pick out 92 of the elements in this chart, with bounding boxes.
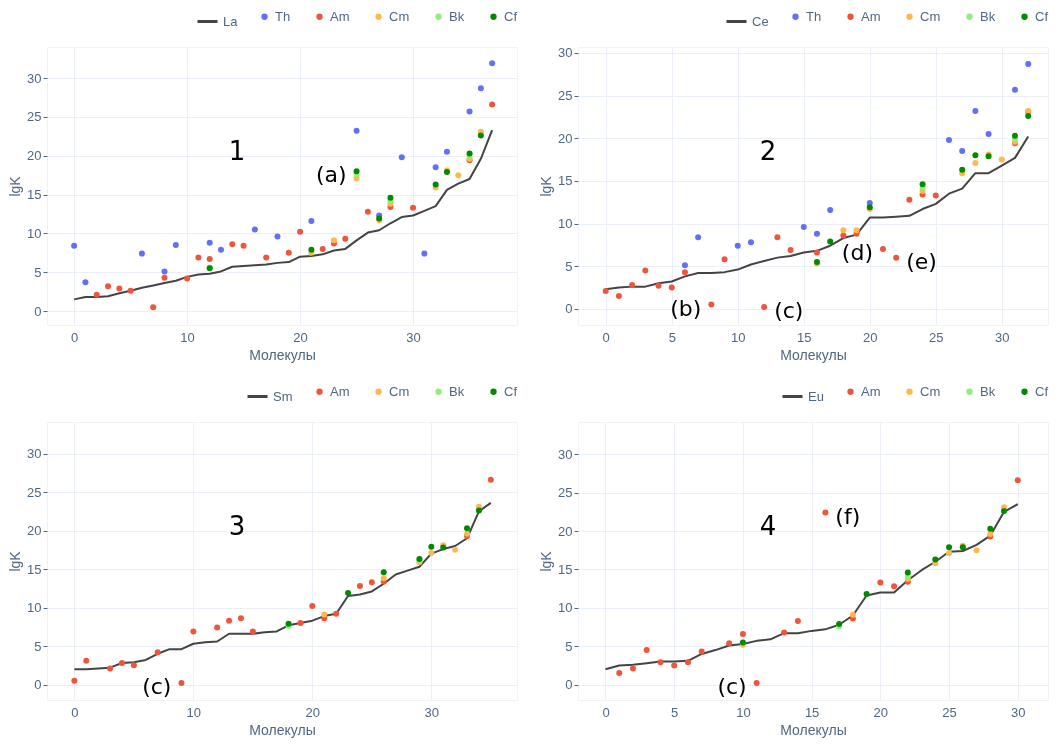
legend-label: Th	[275, 8, 291, 24]
y-tick-label: 30	[27, 70, 42, 86]
legend-label: Sm	[273, 388, 293, 404]
x-tick-label: 20	[873, 704, 889, 720]
y-tick-label: 25	[27, 484, 42, 500]
y-tick-label: 25	[558, 88, 573, 104]
y-tick-label: 10	[27, 225, 42, 241]
y-tick-label: 30	[27, 446, 42, 462]
annotation: (c)	[717, 674, 747, 700]
y-tick-label: 20	[558, 523, 573, 539]
y-tick-label: 30	[558, 446, 573, 462]
y-tick-label: 20	[27, 523, 42, 539]
y-tick-label: 15	[558, 173, 573, 189]
x-tick-label: 15	[804, 704, 820, 720]
annotation: (e)	[906, 248, 937, 274]
legend-label: Bk	[449, 383, 465, 399]
legend-label: Bk	[449, 8, 465, 24]
legend-label: Bk	[980, 8, 996, 24]
x-tick-label: 30	[406, 329, 421, 345]
annotation: (c)	[774, 298, 804, 324]
y-tick-label: 10	[558, 600, 573, 616]
y-tick-label: 15	[558, 561, 573, 577]
x-tick-label: 10	[736, 704, 751, 720]
legend-label: Eu	[808, 388, 824, 404]
y-tick-label: 20	[558, 130, 573, 146]
legend-label: Cf	[504, 383, 518, 399]
legend-label: Bk	[980, 383, 996, 399]
annotation: 4	[759, 511, 777, 541]
x-tick-label: 10	[731, 329, 746, 345]
annotation: (d)	[841, 240, 873, 266]
y-tick-label: 5	[34, 638, 42, 654]
x-tick-label: 10	[186, 704, 202, 720]
legend-label: Cm	[389, 383, 410, 399]
x-tick-label: 10	[180, 329, 195, 345]
legend-label: Am	[330, 383, 350, 399]
y-axis-title: lgK	[7, 175, 24, 197]
x-tick-label: 30	[1011, 704, 1026, 720]
y-axis-title: lgK	[7, 550, 24, 572]
y-tick-label: 0	[565, 301, 573, 317]
annotation: (f)	[835, 503, 861, 529]
annotation: 1	[228, 136, 246, 166]
legend-label: Cf	[1035, 383, 1049, 399]
x-tick-label: 20	[305, 704, 321, 720]
y-tick-label: 10	[558, 216, 573, 232]
legend-label: Cm	[389, 8, 410, 24]
y-tick-label: 25	[558, 485, 573, 501]
x-tick-label: 0	[71, 704, 79, 720]
x-tick-label: 0	[602, 704, 610, 720]
y-tick-label: 5	[565, 258, 573, 274]
y-tick-label: 0	[565, 677, 573, 693]
x-tick-label: 0	[71, 329, 79, 345]
legend-label: Am	[330, 8, 350, 24]
x-axis-title: Молекулы	[780, 346, 847, 363]
y-tick-label: 0	[34, 677, 42, 693]
legend-label: Cm	[920, 383, 941, 399]
x-tick-label: 15	[797, 329, 812, 345]
x-tick-label: 5	[668, 329, 676, 345]
legend-label: La	[223, 13, 239, 29]
annotation: (c)	[142, 674, 172, 700]
y-tick-label: 10	[27, 600, 42, 616]
x-tick-label: 30	[424, 704, 440, 720]
x-tick-label: 20	[293, 329, 308, 345]
annotation: 3	[228, 511, 246, 541]
legend-label: Cm	[920, 8, 941, 24]
x-axis-title: Молекулы	[249, 346, 316, 363]
y-tick-label: 30	[558, 45, 573, 61]
x-tick-label: 30	[995, 329, 1010, 345]
x-axis-title: Молекулы	[780, 721, 847, 738]
y-tick-label: 25	[27, 109, 42, 125]
x-axis-title: Молекулы	[249, 721, 316, 738]
annotation: (b)	[670, 295, 702, 321]
y-tick-label: 5	[34, 264, 42, 280]
annotation: (a)	[315, 162, 347, 188]
legend-label: Am	[861, 8, 881, 24]
legend-label: Cf	[1035, 8, 1049, 24]
y-tick-label: 0	[34, 303, 42, 319]
x-tick-label: 20	[863, 329, 878, 345]
y-axis-title: lgK	[538, 175, 555, 197]
y-tick-label: 15	[27, 187, 42, 203]
y-tick-label: 15	[27, 561, 42, 577]
y-axis-title: lgK	[538, 550, 555, 572]
x-tick-label: 25	[929, 329, 944, 345]
y-tick-label: 20	[27, 148, 42, 164]
x-tick-label: 5	[671, 704, 679, 720]
legend-label: Ce	[752, 13, 769, 29]
legend-label: Th	[806, 8, 822, 24]
x-tick-label: 0	[602, 329, 610, 345]
annotation: 2	[759, 136, 777, 166]
x-tick-label: 25	[942, 704, 957, 720]
legend-label: Am	[861, 383, 881, 399]
y-tick-label: 5	[565, 638, 573, 654]
legend-label: Cf	[504, 8, 518, 24]
